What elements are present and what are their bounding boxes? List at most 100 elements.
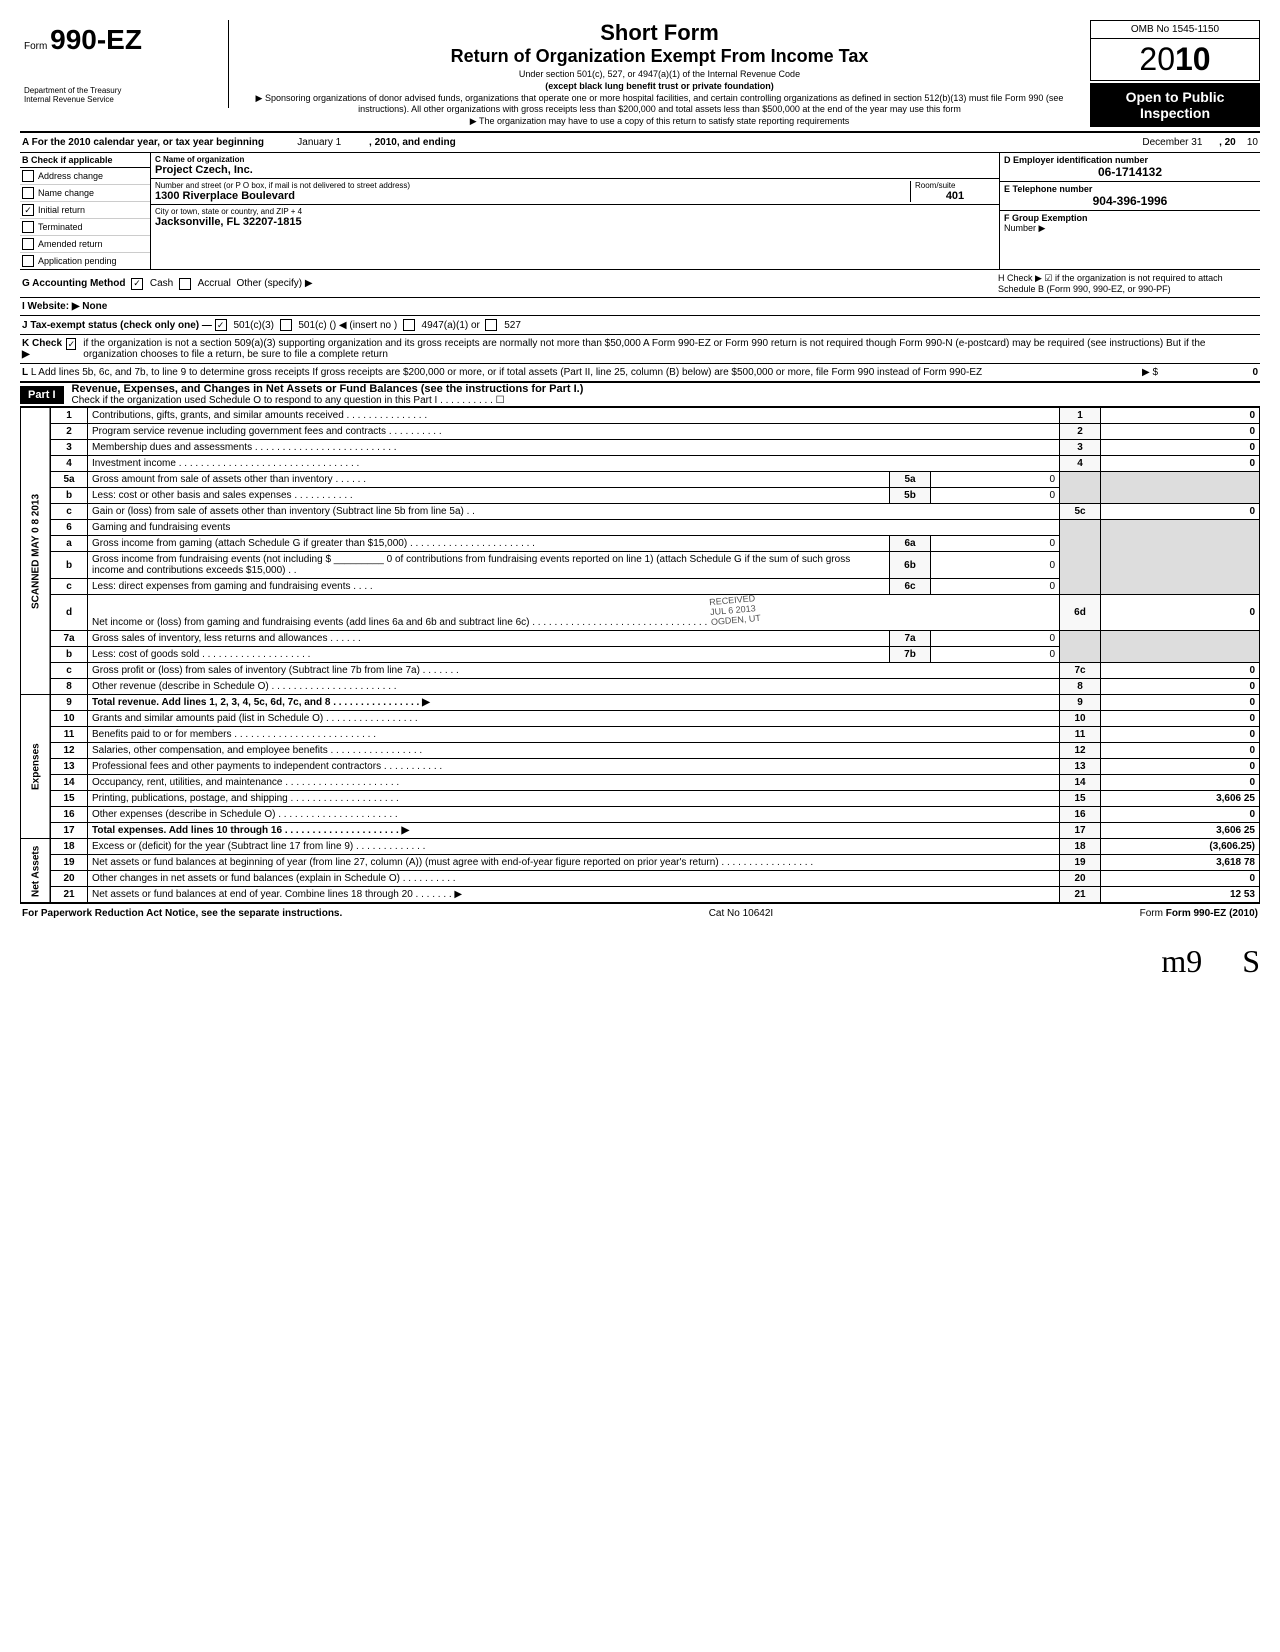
f-label2: Number ▶ xyxy=(1004,223,1256,234)
line-19-val: 3,618 78 xyxy=(1101,855,1260,871)
line-6b-ival: 0 xyxy=(931,552,1060,579)
open-to-public: Open to Public Inspection xyxy=(1090,83,1260,127)
footer-right-wrap: Form Form 990-EZ (2010) xyxy=(1140,908,1258,919)
check-label: Application pending xyxy=(38,256,117,266)
line-8-desc: Other revenue (describe in Schedule O) .… xyxy=(88,679,1060,695)
checkbox-icon[interactable]: ✓ xyxy=(22,204,34,216)
checkbox-icon[interactable] xyxy=(22,187,34,199)
checkbox-icon[interactable] xyxy=(22,170,34,182)
line-17-val: 3,606 25 xyxy=(1101,823,1260,839)
room-label: Room/suite xyxy=(915,181,995,190)
line-no-2: 2 xyxy=(50,424,88,440)
line-16-desc: Other expenses (describe in Schedule O) … xyxy=(88,807,1060,823)
line-6b-desc: Gross income from fundraising events (no… xyxy=(88,552,890,579)
line-no-14: 14 xyxy=(50,775,88,791)
line-a-end: December 31 xyxy=(1142,137,1202,148)
check-initial-return[interactable]: ✓Initial return xyxy=(20,202,150,219)
line-12-no: 12 xyxy=(1060,743,1101,759)
checkbox-501c3[interactable]: ✓ xyxy=(215,319,227,331)
line-1-no: 1 xyxy=(1060,408,1101,424)
shaded-5 xyxy=(1060,472,1101,504)
checkbox-icon[interactable] xyxy=(22,221,34,233)
check-address-change[interactable]: Address change xyxy=(20,168,150,185)
check-label: Terminated xyxy=(38,222,83,232)
check-name-change[interactable]: Name change xyxy=(20,185,150,202)
checkbox-icon[interactable] xyxy=(22,238,34,250)
ein-row: D Employer identification number 06-1714… xyxy=(1000,153,1260,182)
line-no-21: 21 xyxy=(50,887,88,903)
j-prefix: J Tax-exempt status (check only one) — xyxy=(22,320,212,331)
line-i: I Website: ▶ None xyxy=(20,298,1260,316)
checkbox-accrual[interactable] xyxy=(179,278,191,290)
room-value: 401 xyxy=(915,190,995,202)
line-16-val: 0 xyxy=(1101,807,1260,823)
shaded-5v xyxy=(1101,472,1260,504)
line-no-9: 9 xyxy=(50,695,88,711)
year-prefix: 20 xyxy=(1139,41,1175,77)
side-scanned: SCANNED MAY 0 8 2013 xyxy=(21,408,51,695)
check-application-pending[interactable]: Application pending xyxy=(20,253,150,269)
line-no-1: 1 xyxy=(50,408,88,424)
line-no-16: 16 xyxy=(50,807,88,823)
checkbox-icon[interactable] xyxy=(22,255,34,267)
dept-irs: Internal Revenue Service xyxy=(24,95,224,104)
line-3-val: 0 xyxy=(1101,440,1260,456)
line-10-val: 0 xyxy=(1101,711,1260,727)
line-no-17: 17 xyxy=(50,823,88,839)
check-amended[interactable]: Amended return xyxy=(20,236,150,253)
checkbox-k[interactable]: ✓ xyxy=(66,338,76,350)
g-prefix: G Accounting Method xyxy=(22,278,126,289)
line-19-no: 19 xyxy=(1060,855,1101,871)
line-6-desc: Gaming and fundraising events xyxy=(88,520,1060,536)
line-21-desc: Net assets or fund balances at end of ye… xyxy=(88,887,1060,903)
line-5c-no: 5c xyxy=(1060,504,1101,520)
received-stamp: RECEIVED JUL 6 2013 OGDEN, UT xyxy=(709,593,761,627)
checkbox-cash[interactable]: ✓ xyxy=(131,278,143,290)
line-6d-desc: Net income or (loss) from gaming and fun… xyxy=(92,617,707,628)
subtitle-copy: ▶ The organization may have to use a cop… xyxy=(239,116,1080,127)
line-1-val: 0 xyxy=(1101,408,1260,424)
title-return: Return of Organization Exempt From Incom… xyxy=(239,46,1080,67)
org-name-row: C Name of organization Project Czech, In… xyxy=(151,153,999,179)
j-501c3: 501(c)(3) xyxy=(233,320,274,331)
tax-year: 2010 xyxy=(1090,39,1260,81)
line-7b-desc: Less: cost of goods sold . . . . . . . .… xyxy=(88,647,890,663)
subtitle-sponsor: ▶ Sponsoring organizations of donor advi… xyxy=(239,93,1080,114)
line-9-no: 9 xyxy=(1060,695,1101,711)
line-5b-ival: 0 xyxy=(931,488,1060,504)
subtitle-section: Under section 501(c), 527, or 4947(a)(1)… xyxy=(239,69,1080,79)
line-21-val: 12 53 xyxy=(1101,887,1260,903)
line-4-desc: Investment income . . . . . . . . . . . … xyxy=(88,456,1060,472)
form-page: Form 990-EZ Department of the Treasury I… xyxy=(20,20,1260,980)
line-5c-val: 0 xyxy=(1101,504,1260,520)
checkbox-527[interactable] xyxy=(485,319,497,331)
line-21-no: 21 xyxy=(1060,887,1101,903)
line-20-val: 0 xyxy=(1101,871,1260,887)
line-20-desc: Other changes in net assets or fund bala… xyxy=(88,871,1060,887)
tel-row: E Telephone number 904-396-1996 xyxy=(1000,182,1260,211)
line-no-20: 20 xyxy=(50,871,88,887)
line-no-8: 8 xyxy=(50,679,88,695)
side-netassets: Net Assets xyxy=(21,839,51,903)
form-id-box: Form 990-EZ Department of the Treasury I… xyxy=(20,20,229,108)
line-no-19: 19 xyxy=(50,855,88,871)
street-value: 1300 Riverplace Boulevard xyxy=(155,190,910,202)
form-prefix: Form xyxy=(24,41,47,52)
footer-mid: Cat No 10642I xyxy=(709,908,774,919)
line-13-desc: Professional fees and other payments to … xyxy=(88,759,1060,775)
l-text: L Add lines 5b, 6c, and 7b, to line 9 to… xyxy=(31,367,982,378)
line-5b-desc: Less: cost or other basis and sales expe… xyxy=(88,488,890,504)
line-l: L L Add lines 5b, 6c, and 7b, to line 9 … xyxy=(20,364,1260,383)
line-15-val: 3,606 25 xyxy=(1101,791,1260,807)
line-7a-ino: 7a xyxy=(890,631,931,647)
ein-value: 06-1714132 xyxy=(1004,165,1256,179)
checkbox-501c[interactable] xyxy=(280,319,292,331)
title-short-form: Short Form xyxy=(239,20,1080,46)
line-g-h: G Accounting Method ✓ Cash Accrual Other… xyxy=(20,270,1260,298)
line-3-desc: Membership dues and assessments . . . . … xyxy=(88,440,1060,456)
checkbox-4947[interactable] xyxy=(403,319,415,331)
line-no-5c: c xyxy=(50,504,88,520)
check-terminated[interactable]: Terminated xyxy=(20,219,150,236)
line-7a-desc: Gross sales of inventory, less returns a… xyxy=(88,631,890,647)
city-value: Jacksonville, FL 32207-1815 xyxy=(155,216,995,228)
